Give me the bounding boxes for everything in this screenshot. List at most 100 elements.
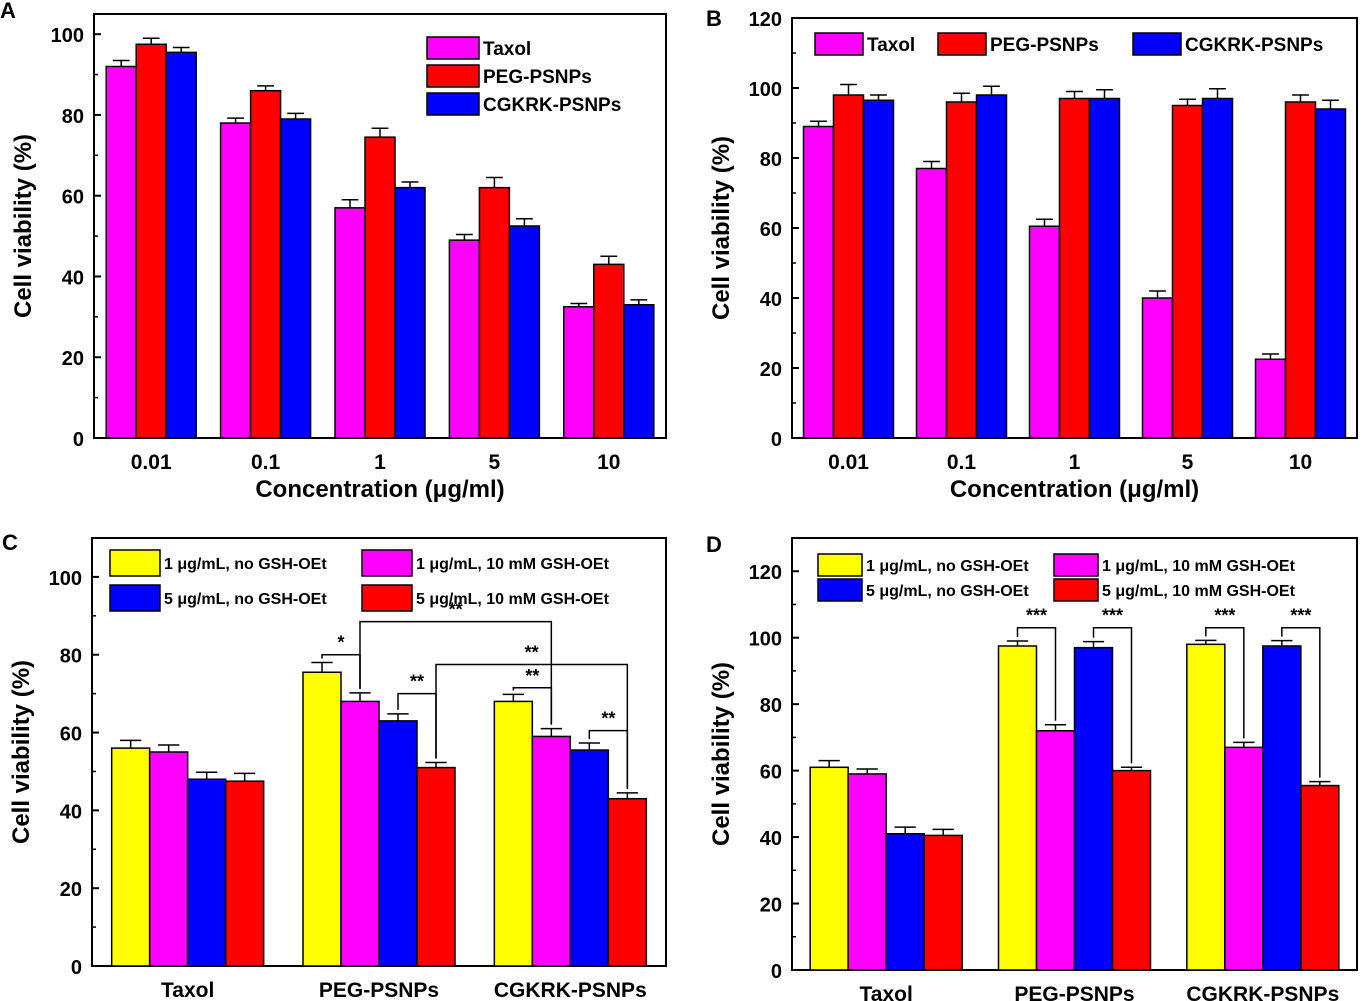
legend-swatch [1053, 553, 1099, 577]
y-tick-label: 0 [771, 429, 782, 451]
legend-label: CGKRK-PSNPs [1185, 35, 1323, 56]
legend-label: 1 μg/mL, no GSH-OEt [866, 558, 1029, 575]
x-tick-label: 0.01 [131, 451, 172, 474]
x-tick-label: Taxol [860, 983, 913, 1001]
bar [186, 778, 227, 967]
x-tick-label: 1 [1069, 451, 1081, 474]
bar [302, 671, 342, 967]
legend-swatch [109, 549, 161, 577]
x-axis-label: Concentration (μg/ml) [950, 476, 1199, 503]
legend-swatch [1053, 578, 1099, 602]
legend-label: 5 μg/mL, no GSH-OEt [866, 583, 1029, 600]
bar [493, 700, 534, 967]
bar [1111, 769, 1152, 971]
bar [809, 766, 849, 971]
panel-label-d: D [706, 532, 722, 557]
significance-label: ** [525, 642, 539, 662]
y-tick-label: 60 [760, 762, 782, 784]
legend-label: PEG-PSNPs [990, 35, 1099, 56]
y-tick-label: 100 [51, 25, 84, 47]
y-tick-label: 40 [60, 801, 82, 823]
bar [923, 834, 963, 971]
y-tick-label: 20 [62, 348, 84, 370]
y-tick-label: 120 [749, 9, 782, 31]
bar [1028, 225, 1061, 439]
bar [569, 749, 610, 967]
significance-bracket [588, 729, 629, 789]
legend-swatch [817, 553, 863, 577]
legend-label: 1 μg/mL, 10 mM GSH-OEt [1102, 558, 1296, 575]
y-tick-label: 80 [760, 149, 782, 171]
y-tick-label: 40 [760, 289, 782, 311]
significance-label: *** [1102, 606, 1123, 626]
bar [148, 751, 189, 967]
significance-label: ** [410, 672, 424, 692]
y-tick-label: 0 [73, 429, 84, 451]
x-tick-label: PEG-PSNPs [1014, 983, 1134, 1001]
y-tick-label: 20 [60, 879, 82, 901]
x-tick-label: Taxol [161, 979, 214, 1001]
bar [1073, 646, 1114, 971]
panel-label-a: A [0, 0, 16, 23]
y-tick-label: 20 [760, 359, 782, 381]
bar [862, 99, 895, 439]
legend-swatch [817, 578, 863, 602]
bar [915, 167, 948, 439]
legend-swatch [937, 32, 987, 56]
bar [279, 118, 312, 439]
y-axis-label: Cell viability (%) [708, 662, 735, 846]
bar [1141, 297, 1174, 439]
bar [1314, 108, 1347, 439]
bar [224, 780, 265, 967]
bar [416, 766, 456, 967]
bar [1035, 729, 1076, 971]
y-axis-label: Cell viability (%) [8, 660, 35, 844]
bar [531, 735, 572, 967]
y-tick-label: 20 [760, 895, 782, 917]
legend-swatch [814, 32, 864, 56]
panel-d-chart: 0 20 40 60 80 100 120 Taxol PEG-PSNPs CGKRK-PSNPs… [708, 537, 1358, 1001]
legend-swatch [1132, 32, 1182, 56]
legend-label: 1 μg/mL, 10 mM GSH-OEt [416, 556, 610, 573]
x-tick-label: 0.1 [251, 451, 281, 474]
panel-label-b: B [706, 6, 722, 31]
y-tick-label: 60 [62, 187, 84, 209]
legend-label: Taxol [483, 39, 531, 60]
bar [802, 125, 835, 439]
bar [832, 94, 865, 439]
significance-bracket [435, 663, 629, 789]
x-tick-label: 10 [1289, 451, 1312, 474]
bar [1224, 746, 1264, 971]
bar [623, 303, 655, 439]
legend-label: 1 μg/mL, no GSH-OEt [164, 556, 327, 573]
bar [219, 122, 252, 439]
bar [975, 94, 1008, 439]
y-tick-label: 100 [49, 568, 82, 590]
legend-label: 5 μg/mL, 10 mM GSH-OEt [1102, 583, 1296, 600]
x-tick-label: CGKRK-PSNPs [1186, 983, 1339, 1001]
bar [110, 747, 151, 967]
x-tick-label: 0.1 [947, 451, 977, 474]
significance-bracket [1281, 626, 1321, 778]
y-tick-label: 0 [71, 957, 82, 979]
bar [508, 225, 541, 439]
x-tick-label: 5 [489, 451, 501, 474]
significance-bracket [1205, 626, 1245, 739]
legend-label: CGKRK-PSNPs [483, 95, 621, 116]
legend-label: PEG-PSNPs [483, 67, 592, 88]
bar [165, 51, 197, 439]
legend-label: Taxol [867, 35, 915, 56]
significance-label: ** [525, 666, 539, 686]
legend-label: 5 μg/mL, 10 mM GSH-OEt [416, 591, 610, 608]
y-axis-label: Cell viability (%) [708, 136, 735, 320]
bar [1058, 97, 1091, 439]
bar [1171, 104, 1204, 439]
bar [1284, 101, 1317, 439]
y-tick-label: 60 [60, 724, 82, 746]
significance-bracket [1016, 626, 1057, 721]
bar [135, 43, 167, 439]
bar [340, 700, 380, 967]
y-tick-label: 80 [62, 106, 84, 128]
